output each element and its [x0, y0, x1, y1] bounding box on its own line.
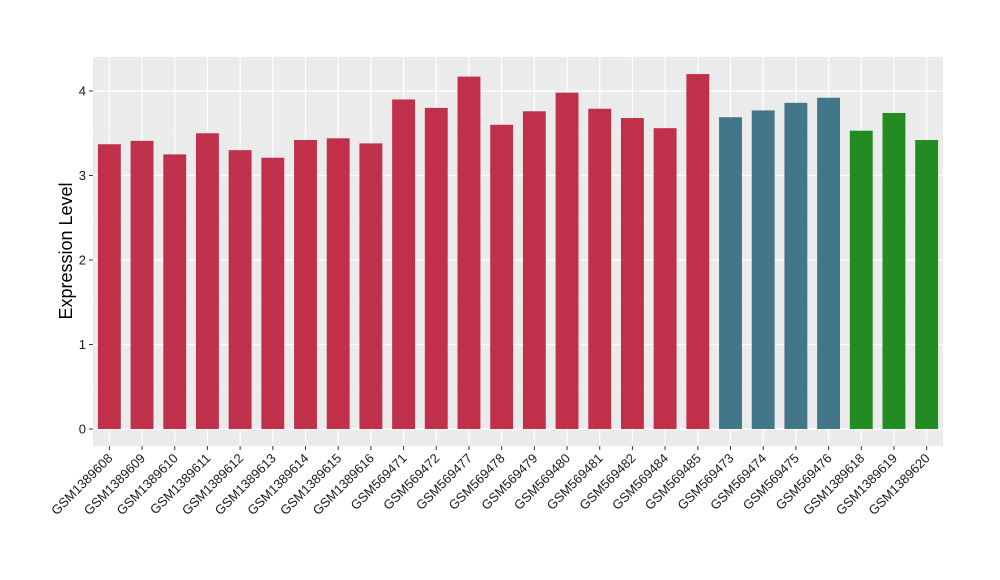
bar-GSM569474	[751, 110, 775, 429]
plot-panel	[93, 57, 943, 446]
y-tick-label: 4	[79, 84, 86, 99]
bar-GSM1389618	[849, 130, 873, 429]
bar-GSM1389616	[359, 143, 383, 429]
y-tick-label: 3	[79, 168, 86, 183]
bar-GSM569479	[522, 111, 546, 429]
bar-GSM1389608	[97, 144, 121, 430]
bar-GSM1389611	[195, 133, 219, 429]
bar-GSM1389620	[915, 140, 939, 429]
bar-GSM569485	[686, 74, 710, 429]
bar-GSM1389613	[261, 157, 285, 429]
bars-group	[97, 74, 939, 430]
bar-GSM1389609	[130, 140, 154, 430]
bar-GSM569477	[457, 76, 481, 429]
y-axis: 0 1 2 3 4	[79, 84, 93, 437]
bar-GSM569476	[817, 97, 841, 429]
y-tick-label: 0	[79, 422, 86, 437]
x-axis: GSM1389608GSM1389609GSM1389610GSM1389611…	[48, 446, 933, 518]
bar-GSM1389614	[294, 140, 317, 429]
bar-GSM569478	[490, 124, 514, 430]
bar-GSM569472	[424, 107, 448, 430]
bar-GSM569484	[653, 128, 677, 429]
bar-GSM569475	[784, 102, 808, 429]
bar-GSM569482	[620, 118, 644, 429]
bar-GSM1389615	[326, 138, 350, 429]
bar-GSM1389612	[228, 150, 252, 429]
y-tick-label: 2	[79, 253, 86, 268]
bar-GSM569480	[555, 92, 579, 429]
bar-GSM1389610	[163, 154, 187, 429]
bar-GSM569471	[392, 99, 416, 429]
bar-GSM569481	[588, 108, 612, 430]
bar-GSM569473	[719, 117, 742, 429]
y-tick-label: 1	[79, 337, 86, 352]
y-axis-title: Expression Level	[56, 182, 76, 319]
bar-GSM1389619	[882, 112, 906, 429]
